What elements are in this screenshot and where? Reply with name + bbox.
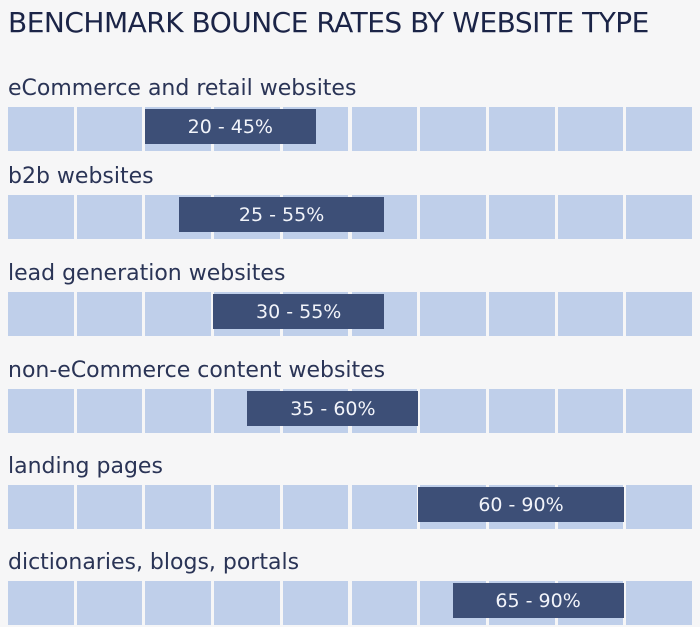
grid-cell (76, 581, 143, 625)
range-label: 65 - 90% (495, 589, 581, 612)
range-bar: 60 - 90% (418, 487, 624, 522)
category-label: non-eCommerce content websites (8, 358, 386, 383)
grid-cell (8, 292, 74, 336)
range-bar: 20 - 45% (144, 109, 316, 144)
category-label: dictionaries, blogs, portals (8, 550, 300, 575)
grid-cell (76, 485, 143, 529)
range-track: 25 - 55% (8, 195, 692, 239)
grid-cell (557, 389, 624, 433)
grid-cell (8, 195, 74, 239)
range-track: 60 - 90% (8, 485, 692, 529)
range-bar: 65 - 90% (452, 583, 624, 618)
range-label: 20 - 45% (187, 115, 273, 138)
grid-cell (214, 581, 280, 625)
category-label: eCommerce and retail websites (8, 76, 357, 101)
grid-cell (282, 581, 349, 625)
chart-title: BENCHMARK BOUNCE RATES BY WEBSITE TYPE (8, 6, 649, 39)
range-bar: 25 - 55% (179, 197, 385, 232)
grid-cell (626, 581, 692, 625)
grid-cell (145, 389, 212, 433)
grid-cell (488, 107, 555, 151)
grid-cell (626, 195, 692, 239)
grid-cell (76, 389, 143, 433)
grid-cell (488, 195, 555, 239)
range-label: 25 - 55% (238, 203, 325, 226)
grid-cell (282, 485, 349, 529)
category-label: b2b websites (8, 164, 154, 189)
range-track: 20 - 45% (8, 107, 692, 151)
range-track: 65 - 90% (8, 581, 692, 625)
range-track: 30 - 55% (8, 292, 692, 336)
grid-cell (145, 485, 212, 529)
grid-cell (351, 581, 418, 625)
range-label: 35 - 60% (290, 397, 376, 420)
category-label: landing pages (8, 454, 163, 479)
grid-cell (626, 107, 692, 151)
grid-cell (420, 389, 486, 433)
grid-cell (76, 292, 143, 336)
grid-cell (557, 107, 624, 151)
grid-cell (557, 195, 624, 239)
grid-cell (8, 389, 74, 433)
grid-cell (351, 107, 418, 151)
range-track: 35 - 60% (8, 389, 692, 433)
grid-cell (420, 195, 486, 239)
range-bar: 35 - 60% (247, 391, 419, 426)
range-label: 30 - 55% (256, 300, 342, 323)
grid-cell (488, 292, 555, 336)
grid-cell (8, 581, 74, 625)
grid-cell (76, 195, 143, 239)
grid-cell (8, 107, 74, 151)
grid-cell (420, 107, 486, 151)
grid-cell (557, 292, 624, 336)
grid-cell (8, 485, 74, 529)
grid-cell (626, 389, 692, 433)
grid-cell (420, 292, 486, 336)
grid-cell (351, 485, 418, 529)
grid-cell (76, 107, 143, 151)
grid-cell (488, 389, 555, 433)
grid-cell (145, 292, 212, 336)
grid-cell (626, 292, 692, 336)
range-label: 60 - 90% (478, 493, 564, 516)
grid-cell (626, 485, 692, 529)
grid-cell (145, 581, 212, 625)
category-label: lead generation websites (8, 261, 286, 286)
range-bar: 30 - 55% (213, 294, 385, 329)
grid-cell (214, 485, 280, 529)
